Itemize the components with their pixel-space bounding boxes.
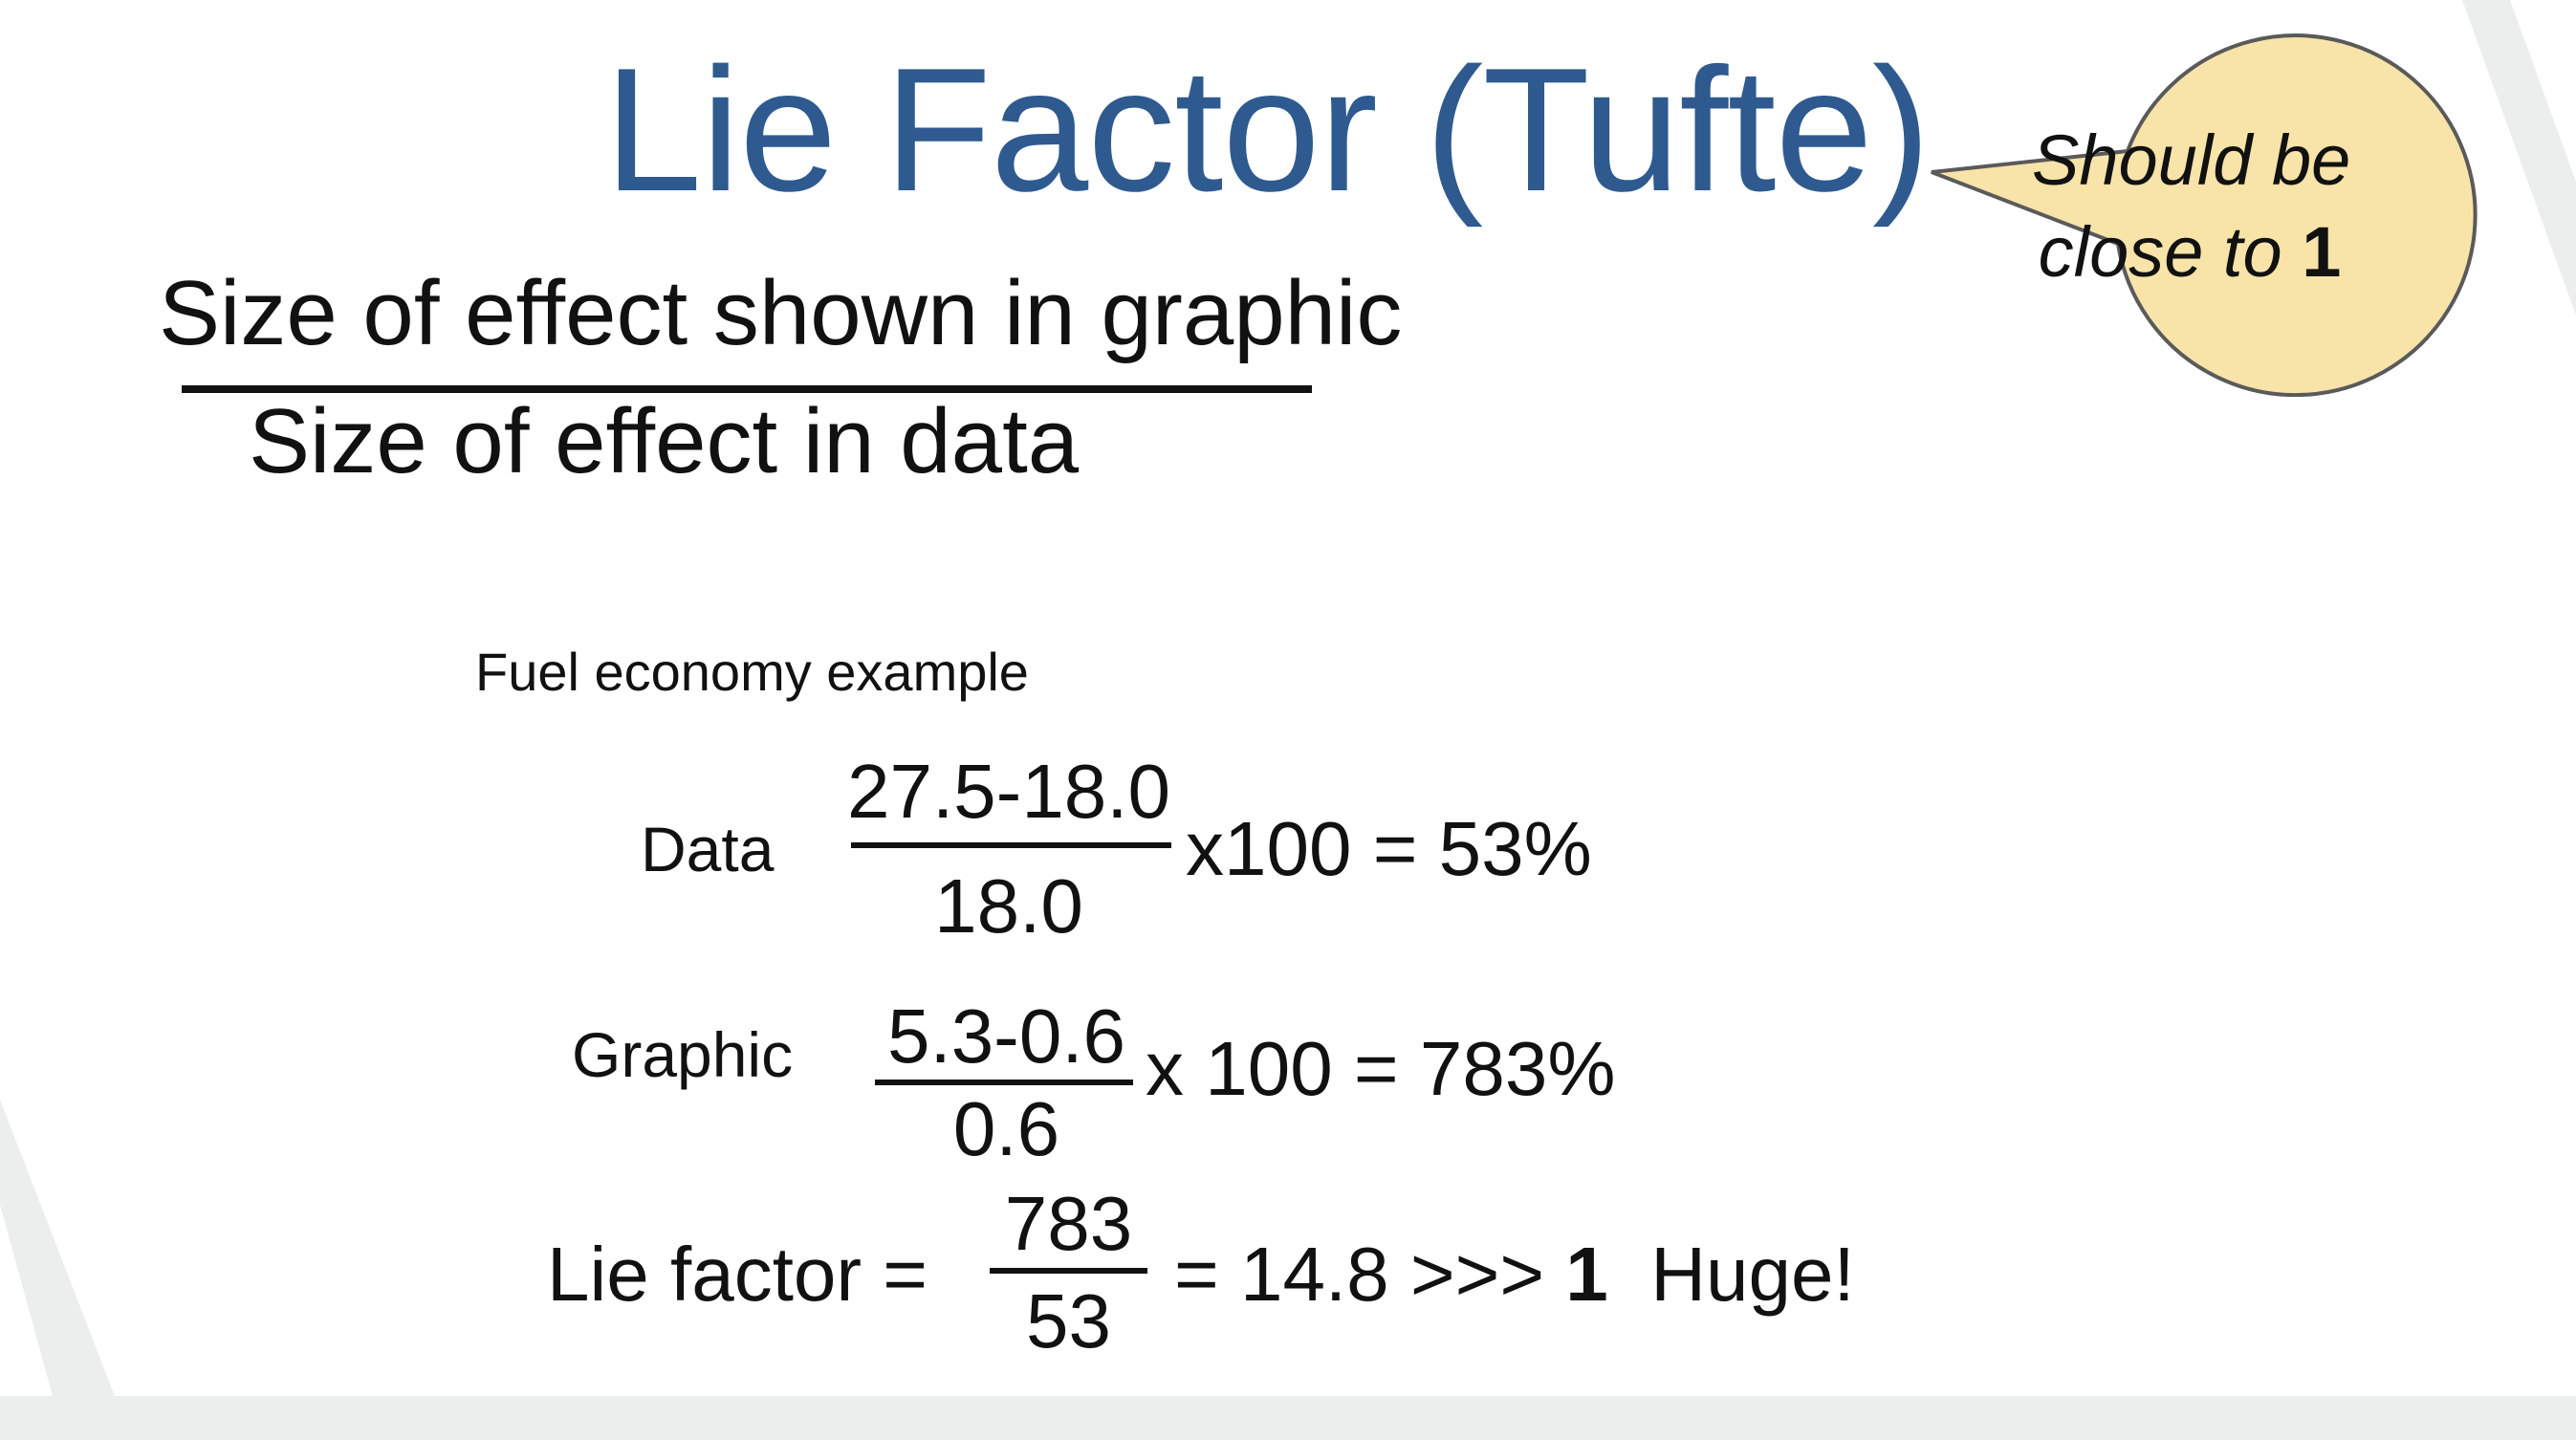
data-row-numerator: 27.5-18.0 xyxy=(846,749,1171,834)
data-row-fraction-bar xyxy=(851,842,1171,848)
data-row-label: Data xyxy=(641,814,775,884)
definition-numerator: Size of effect shown in graphic xyxy=(159,262,1403,364)
bubble-line-2-prefix: close to xyxy=(2038,212,2282,292)
data-row-denominator: 18.0 xyxy=(934,863,1083,949)
slide-title: Lie Factor (Tufte) xyxy=(603,31,1931,228)
bubble-line-1: Should be xyxy=(2032,120,2351,200)
lie-factor-result: = 14.8 >>> 1 Huge! xyxy=(1174,1229,1855,1320)
data-row-result: x100 = 53% xyxy=(1186,806,1592,891)
bubble-text: Should be close to 1 xyxy=(2032,115,2351,298)
graphic-row-fraction-bar xyxy=(875,1080,1133,1085)
graphic-row-result: x 100 = 783% xyxy=(1146,1026,1616,1111)
bubble-line-2: close to 1 xyxy=(2032,207,2347,298)
bottom-band xyxy=(0,1396,2576,1440)
lie-factor-result-suffix: Huge! xyxy=(1650,1232,1855,1317)
graphic-row-denominator: 0.6 xyxy=(952,1086,1060,1171)
lie-factor-denominator: 53 xyxy=(1026,1278,1111,1364)
lie-factor-result-bold: 1 xyxy=(1565,1232,1608,1317)
lie-factor-label: Lie factor = xyxy=(547,1232,928,1317)
lie-factor-result-prefix: = 14.8 >>> xyxy=(1174,1232,1545,1317)
graphic-row-label: Graphic xyxy=(572,1019,794,1090)
graphic-row-numerator: 5.3-0.6 xyxy=(886,993,1126,1079)
bubble-line-2-bold: 1 xyxy=(2302,212,2342,292)
lie-factor-numerator: 783 xyxy=(1004,1181,1133,1266)
definition-fraction-bar xyxy=(182,385,1312,393)
lie-factor-fraction-bar xyxy=(990,1268,1147,1274)
definition-denominator: Size of effect in data xyxy=(249,390,1080,492)
example-label: Fuel economy example xyxy=(475,642,1029,702)
speech-bubble xyxy=(1931,33,2478,397)
